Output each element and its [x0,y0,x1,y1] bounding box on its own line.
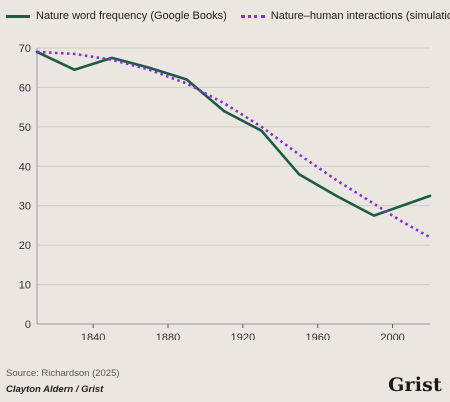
legend-swatch-solid [6,14,30,18]
y-tick-label: 70 [19,43,31,55]
x-tick-label: 1960 [305,332,329,340]
legend-item-simulation: Nature–human interactions (simulation) [240,10,450,22]
grist-logo: Grist [388,374,442,396]
y-tick-label: 0 [25,319,31,331]
y-tick-label: 20 [19,240,31,252]
x-tick-label: 1920 [231,332,255,340]
y-tick-label: 60 [19,82,31,94]
legend-label-simulation: Nature–human interactions (simulation) [270,10,450,22]
series-line-word-frequency [35,50,432,217]
series-line-simulation [36,50,431,239]
y-tick-label: 10 [19,280,31,292]
author-credit: Clayton Aldern / Grist [6,384,104,395]
y-tick-label: 40 [19,161,31,173]
y-tick-label: 50 [19,122,31,134]
chart-legend: Nature word frequency (Google Books) Nat… [6,6,450,26]
y-tick-label: 30 [19,201,31,213]
legend-label-word-frequency: Nature word frequency (Google Books) [36,10,227,22]
x-tick-label: 1880 [156,332,180,340]
line-chart: 0 10 20 30 40 50 60 70 1840 1880 1920 1960 2000 [19,43,432,340]
legend-item-word-frequency: Nature word frequency (Google Books) [6,10,227,22]
x-tick-label: 2000 [380,332,404,340]
legend-swatch-dotted [240,14,265,18]
source-note: Source: Richardson (2025) [6,368,120,379]
x-tick-label: 1840 [81,332,105,340]
